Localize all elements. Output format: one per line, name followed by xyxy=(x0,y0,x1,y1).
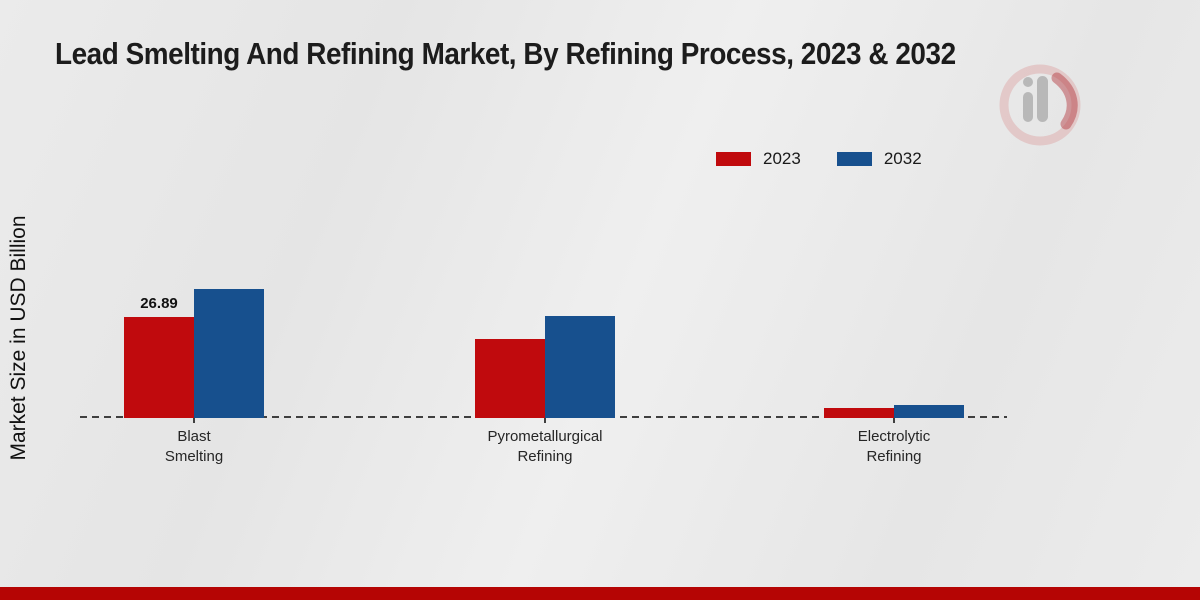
bar-2032-blast-smelting xyxy=(194,289,264,418)
legend-label-2023: 2023 xyxy=(763,149,801,168)
legend-swatch-2032 xyxy=(836,152,872,166)
category-label-pyrometallurgical-refining: Pyrometallurgical Refining xyxy=(487,428,603,465)
bar-2032-electrolytic-refining xyxy=(894,405,964,418)
market-research-future-logo-watermark xyxy=(999,64,1081,146)
data-label-26.89: 26.89 xyxy=(140,295,178,312)
category-label-blast-smelting: Blast Smelting xyxy=(164,428,224,465)
bar-2023-pyrometallurgical-refining xyxy=(475,339,545,418)
axis-tick xyxy=(544,418,546,423)
category-label-electrolytic-refining: Electrolytic Refining xyxy=(857,428,931,465)
legend-swatch-2023 xyxy=(716,152,751,166)
legend: 2023 2032 xyxy=(716,149,922,169)
chart-title: Lead Smelting And Refining Market, By Re… xyxy=(55,36,956,71)
axis-tick xyxy=(193,418,195,423)
bar-2023-blast-smelting xyxy=(124,317,194,418)
y-axis-title: Market Size in USD Billion xyxy=(7,215,30,461)
footer-accent-bar xyxy=(0,587,1200,600)
bar-2023-electrolytic-refining xyxy=(824,408,894,418)
legend-label-2032: 2032 xyxy=(883,149,922,168)
bar-2032-pyrometallurgical-refining xyxy=(545,316,615,418)
axis-tick xyxy=(893,418,895,423)
legend-item-2023: 2023 xyxy=(716,149,801,169)
legend-item-2032: 2032 xyxy=(836,149,922,169)
